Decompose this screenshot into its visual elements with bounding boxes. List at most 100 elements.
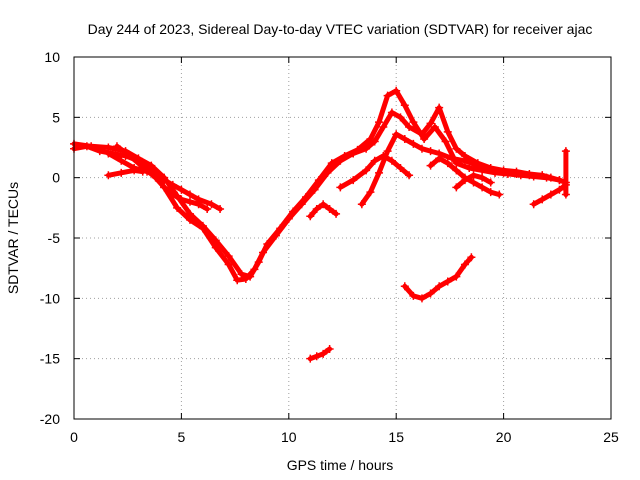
y-tick-label: 0: [52, 170, 60, 186]
data-point: [555, 176, 564, 185]
data-point: [499, 168, 508, 177]
x-tick-label: 5: [178, 429, 186, 445]
data-point: [319, 200, 328, 209]
data-point: [168, 190, 177, 199]
data-point: [177, 195, 186, 204]
data-point: [271, 231, 280, 240]
data-point: [312, 205, 321, 214]
data-point: [370, 156, 379, 165]
data-point: [443, 127, 452, 136]
data-point: [467, 253, 476, 262]
data-point: [460, 260, 469, 269]
data-point: [323, 168, 332, 177]
data-point: [362, 144, 371, 153]
data-point: [469, 171, 478, 180]
data-point: [130, 166, 139, 175]
data-point: [452, 272, 461, 281]
data-point: [555, 185, 564, 194]
y-tick-label: -15: [40, 351, 60, 367]
data-point: [426, 289, 435, 298]
y-tick-label: 5: [52, 109, 60, 125]
data-point: [332, 209, 341, 218]
data-series-track-11: [400, 253, 476, 303]
y-axis-label: SDTVAR / TECUs: [5, 182, 21, 294]
data-point: [366, 188, 375, 197]
data-point: [441, 137, 450, 146]
x-axis-label: GPS time / hours: [287, 457, 394, 473]
data-point: [117, 168, 126, 177]
y-tick-label: -10: [40, 290, 60, 306]
data-point: [452, 183, 461, 192]
data-series-track-4: [104, 149, 225, 214]
data-point: [448, 154, 457, 163]
data-point: [112, 142, 121, 151]
data-point: [138, 167, 147, 176]
data-point: [426, 161, 435, 170]
data-point: [349, 176, 358, 185]
data-point: [525, 171, 534, 180]
data-series-track-10: [452, 171, 495, 192]
series-trace: [105, 167, 146, 178]
data-point: [336, 156, 345, 165]
data-point: [435, 154, 444, 163]
data-point: [443, 159, 452, 168]
data-point: [198, 224, 207, 233]
data-series-track-12: [306, 345, 334, 363]
x-tick-label: 25: [603, 429, 619, 445]
grid: [74, 57, 611, 419]
data-point: [443, 277, 452, 286]
data-point: [250, 265, 259, 274]
data-point: [420, 135, 429, 144]
data-point: [426, 147, 435, 156]
series-trace: [337, 153, 412, 190]
data-point: [409, 291, 418, 300]
data-point: [185, 190, 194, 199]
data-point: [405, 171, 414, 180]
data-point: [478, 183, 487, 192]
data-point: [435, 103, 444, 112]
data-point: [529, 200, 538, 209]
data-point: [349, 149, 358, 158]
data-point: [383, 147, 392, 156]
data-point: [486, 166, 495, 175]
data-point: [392, 130, 401, 139]
data-series-track-8: [357, 130, 564, 209]
data-point: [297, 200, 306, 209]
chart-title: Day 244 of 2023, Sidereal Day-to-day VTE…: [88, 21, 593, 37]
data-point: [306, 354, 315, 363]
data-point: [310, 185, 319, 194]
x-tick-label: 0: [70, 429, 78, 445]
data-point: [216, 205, 225, 214]
data-point: [211, 243, 220, 252]
data-point: [168, 180, 177, 189]
data-point: [465, 164, 474, 173]
data-point: [387, 156, 396, 165]
data-point: [117, 156, 126, 165]
data-point: [306, 212, 315, 221]
data-point: [460, 176, 469, 185]
series-layer: [70, 86, 570, 363]
data-point: [151, 171, 160, 180]
data-point: [325, 345, 334, 354]
data-point: [478, 173, 487, 182]
data-point: [370, 137, 379, 146]
series-trace: [402, 254, 474, 301]
data-point: [417, 130, 426, 139]
data-point: [538, 195, 547, 204]
data-point: [405, 122, 414, 131]
data-point: [417, 294, 426, 303]
series-trace: [114, 143, 210, 212]
x-tick-label: 15: [388, 429, 404, 445]
data-series-track-6: [306, 200, 341, 221]
data-point: [561, 147, 570, 156]
series-trace: [307, 346, 333, 362]
data-point: [546, 173, 555, 182]
data-point: [512, 170, 521, 179]
data-point: [486, 188, 495, 197]
y-tick-label: -5: [48, 230, 61, 246]
data-point: [82, 142, 91, 151]
data-point: [312, 352, 321, 361]
y-tick-label: 10: [44, 49, 60, 65]
data-series-track-5: [104, 166, 147, 180]
data-point: [452, 166, 461, 175]
